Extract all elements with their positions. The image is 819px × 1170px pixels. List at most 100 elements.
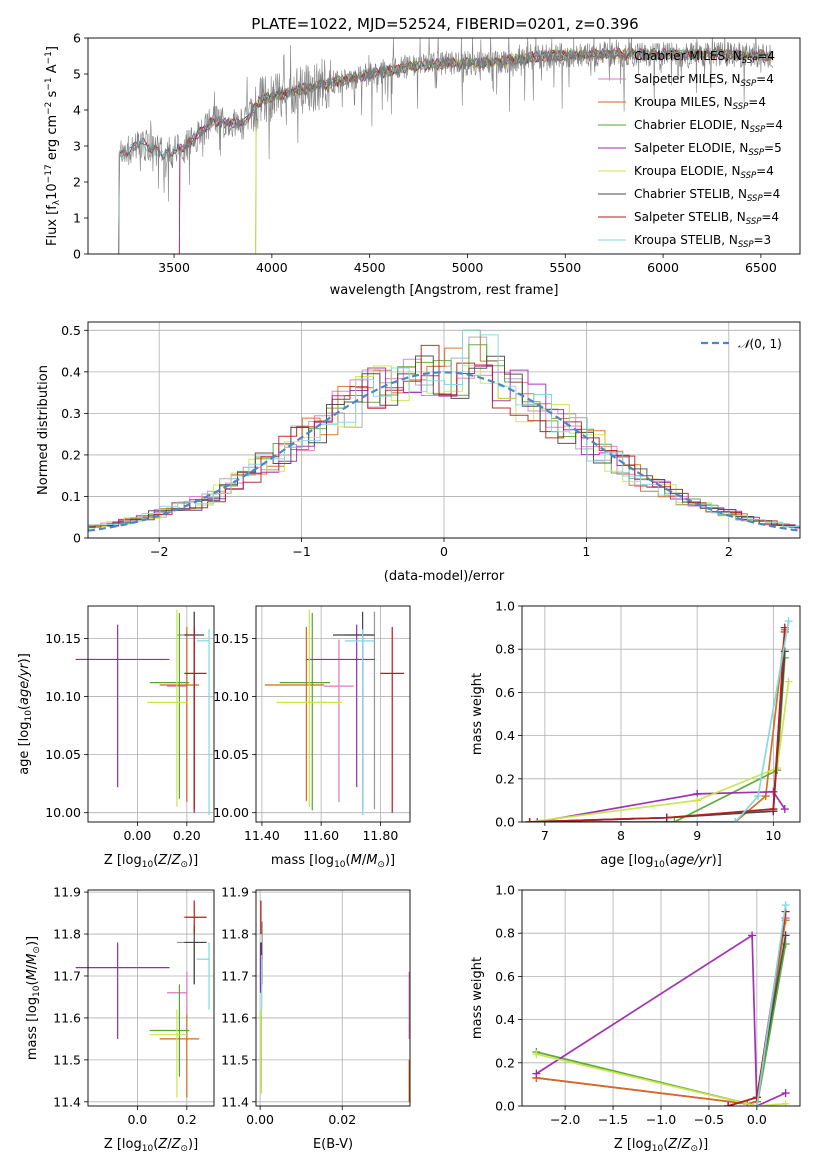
- histogram-5: [88, 365, 800, 530]
- weight-marker-mass_weight_vs_Z: [752, 1093, 761, 1102]
- y-tick-label: 11.5: [221, 1052, 249, 1067]
- weight-marker-mass_weight_vs_Z: [748, 931, 757, 940]
- axes-mass_vs_Z: 0.0 0.2 11.4 11.5 11.6 11.7 11.8 11.9: [53, 885, 214, 1127]
- weight-vs-Z-xlabel-part: Z [log: [614, 1137, 652, 1152]
- weight-marker-mass_weight_vs_age: [525, 818, 534, 822]
- legend-label-4: Salpeter ELODIE, NSSP=5: [634, 141, 782, 158]
- weight-marker-mass_weight_vs_age: [731, 818, 740, 822]
- legend-label-4-part: SSP: [748, 148, 764, 158]
- age-vs-mass-xlabel-part: /: [362, 853, 367, 868]
- weight-marker-mass_weight_vs_age: [780, 647, 789, 656]
- y-tick-label: 6: [73, 31, 81, 46]
- histogram-7: [88, 344, 800, 528]
- normal-curve: [87, 371, 801, 532]
- spectrum-ylabel-part: erg cm: [45, 115, 60, 164]
- age-vs-mass-xlabel-part: (: [346, 853, 351, 868]
- errorbar-age_vs_Z-7: [184, 626, 207, 813]
- axes-frame: [87, 889, 215, 1107]
- spectrum-ylabel-part: ]: [45, 46, 60, 51]
- normal-legend-label-part: 𝒩: [738, 337, 753, 351]
- legend-label-4-part: =5: [764, 141, 782, 155]
- y-tick-label: 10.15: [213, 631, 249, 646]
- legend-label-1-part: Salpeter MILES, N: [634, 72, 741, 86]
- age-vs-mass-xlabel-part: ⊙: [377, 860, 385, 870]
- legend-label-5-part: =4: [756, 164, 774, 178]
- weight-marker-mass_weight_vs_Z: [781, 1099, 790, 1106]
- age-vs-Z-ylabel-part: 10: [24, 710, 34, 722]
- y-tick-label: 3: [73, 139, 81, 154]
- y-tick-label: 1.0: [495, 883, 515, 898]
- mass-vs-Z-xlabel-part: )]: [188, 1137, 198, 1152]
- y-tick-label: 0.5: [61, 323, 81, 338]
- weight-marker-mass_weight_vs_age: [784, 677, 793, 686]
- age-vs-mass-xlabel-part: M: [351, 853, 362, 868]
- x-tick-label: 11.60: [303, 828, 339, 843]
- weight-marker-mass_weight_vs_age: [662, 813, 671, 822]
- age-vs-mass-xlabel-part: M: [366, 853, 377, 868]
- spectrum-ylabel-part: Flux [f: [45, 205, 60, 246]
- weight-vs-age-xlabel-part: (: [665, 853, 670, 868]
- axes-frame: [255, 605, 411, 823]
- y-tick-label: 11.5: [53, 1052, 81, 1067]
- legend-label-3-part: =4: [765, 118, 783, 132]
- y-tick-label: 0.8: [495, 926, 515, 941]
- errorbar-age_vs_Z-3: [149, 612, 190, 799]
- legend-label-0-part: SSP: [742, 56, 758, 66]
- weight-marker-mass_weight_vs_age: [769, 805, 778, 814]
- y-tick-label: 0.2: [61, 447, 81, 462]
- legend-label-5: Kroupa ELODIE, NSSP=4: [634, 164, 774, 181]
- normal-legend-label: 𝒩(0, 1): [738, 337, 782, 351]
- legend-label-1-part: SSP: [741, 79, 757, 89]
- errorbar-mass_vs_Z-4: [75, 942, 170, 1039]
- y-tick-label: 10.15: [45, 631, 81, 646]
- axes-frame: [521, 605, 801, 823]
- age-vs-Z-xlabel-part: Z: [157, 853, 168, 868]
- age-vs-mass-xlabel-part: mass [log: [271, 853, 334, 868]
- weight-marker-mass_weight_vs_age: [761, 792, 770, 801]
- weight-vs-Z-xlabel-part: ⊙: [690, 1144, 698, 1154]
- mass-vs-Z-xlabel-part: Z: [157, 1137, 168, 1152]
- mass-vs-Z-xlabel-part: Z: [171, 1137, 182, 1152]
- x-tick-label: 7: [541, 828, 549, 843]
- weight-marker-mass_weight_vs_age: [693, 796, 702, 805]
- spectrum-ylabel-part: A: [45, 64, 60, 77]
- x-tick-label: −1: [292, 544, 310, 559]
- x-tick-label: 0.00: [123, 828, 151, 843]
- y-tick-label: 0: [73, 531, 81, 546]
- weight-vs-Z-xlabel-part: Z: [681, 1137, 692, 1152]
- weight-vs-Z-xlabel: Z [log10(Z/Z⊙)]: [614, 1137, 708, 1154]
- mass-vs-Z-ylabel-part: (: [25, 980, 40, 985]
- y-tick-label: 0.4: [495, 1012, 515, 1027]
- y-tick-label: 11.7: [53, 968, 81, 983]
- legend-label-2-part: SSP: [733, 102, 749, 112]
- errorbar-age_vs_mass-3: [279, 612, 331, 811]
- legend-label-7-part: Salpeter STELIB, N: [634, 210, 746, 224]
- weight-marker-mass_weight_vs_Z: [781, 940, 790, 948]
- axes-residuals: −2 −1 0 1 2 0 0.1 0.2 0.3 0.4 0.5: [61, 322, 800, 559]
- y-tick-label: 10.00: [213, 805, 249, 820]
- y-tick-label: 4: [73, 103, 81, 118]
- mass-vs-Z-ylabel-part: /: [25, 964, 40, 969]
- x-tick-label: 1: [582, 544, 590, 559]
- weight-marker-mass_weight_vs_age: [670, 818, 679, 822]
- errorbar-mass_vs_Z-5: [149, 1009, 187, 1098]
- legend-label-8-part: Kroupa STELIB, N: [634, 233, 738, 247]
- age-vs-Z-xlabel-part: ⊙: [180, 860, 188, 870]
- legend-label-7-part: =4: [761, 210, 779, 224]
- spectrum-ylabel-part: −1: [44, 77, 54, 90]
- spectrum-xlabel: wavelength [Angstrom, rest frame]: [330, 283, 559, 298]
- age-vs-Z-xlabel-part: )]: [188, 853, 198, 868]
- mass-vs-Z-ylabel-part: M: [25, 969, 40, 980]
- x-tick-label: 0.02: [328, 1112, 356, 1127]
- y-tick-label: 11.6: [53, 1010, 81, 1025]
- x-tick-label: −1.0: [646, 1112, 676, 1127]
- weight-vs-Z-xlabel-part: (: [663, 1137, 668, 1152]
- errorbar-age_vs_mass-2: [264, 626, 325, 802]
- normal-legend-label-part: (0, 1): [750, 337, 782, 351]
- weight-vs-Z-xlabel-part: Z: [667, 1137, 678, 1152]
- age-vs-Z-xlabel-part: 10: [142, 860, 154, 870]
- mass-vs-Z-ylabel-part: )]: [25, 936, 40, 946]
- plots-layer: 3500 4000 4500 5000 5500 6000 6500 0 1 2 3 4 5 6 Chabr…: [17, 31, 801, 1154]
- legend-label-5-part: Kroupa ELODIE, N: [634, 164, 741, 178]
- y-tick-label: 10.10: [213, 689, 249, 704]
